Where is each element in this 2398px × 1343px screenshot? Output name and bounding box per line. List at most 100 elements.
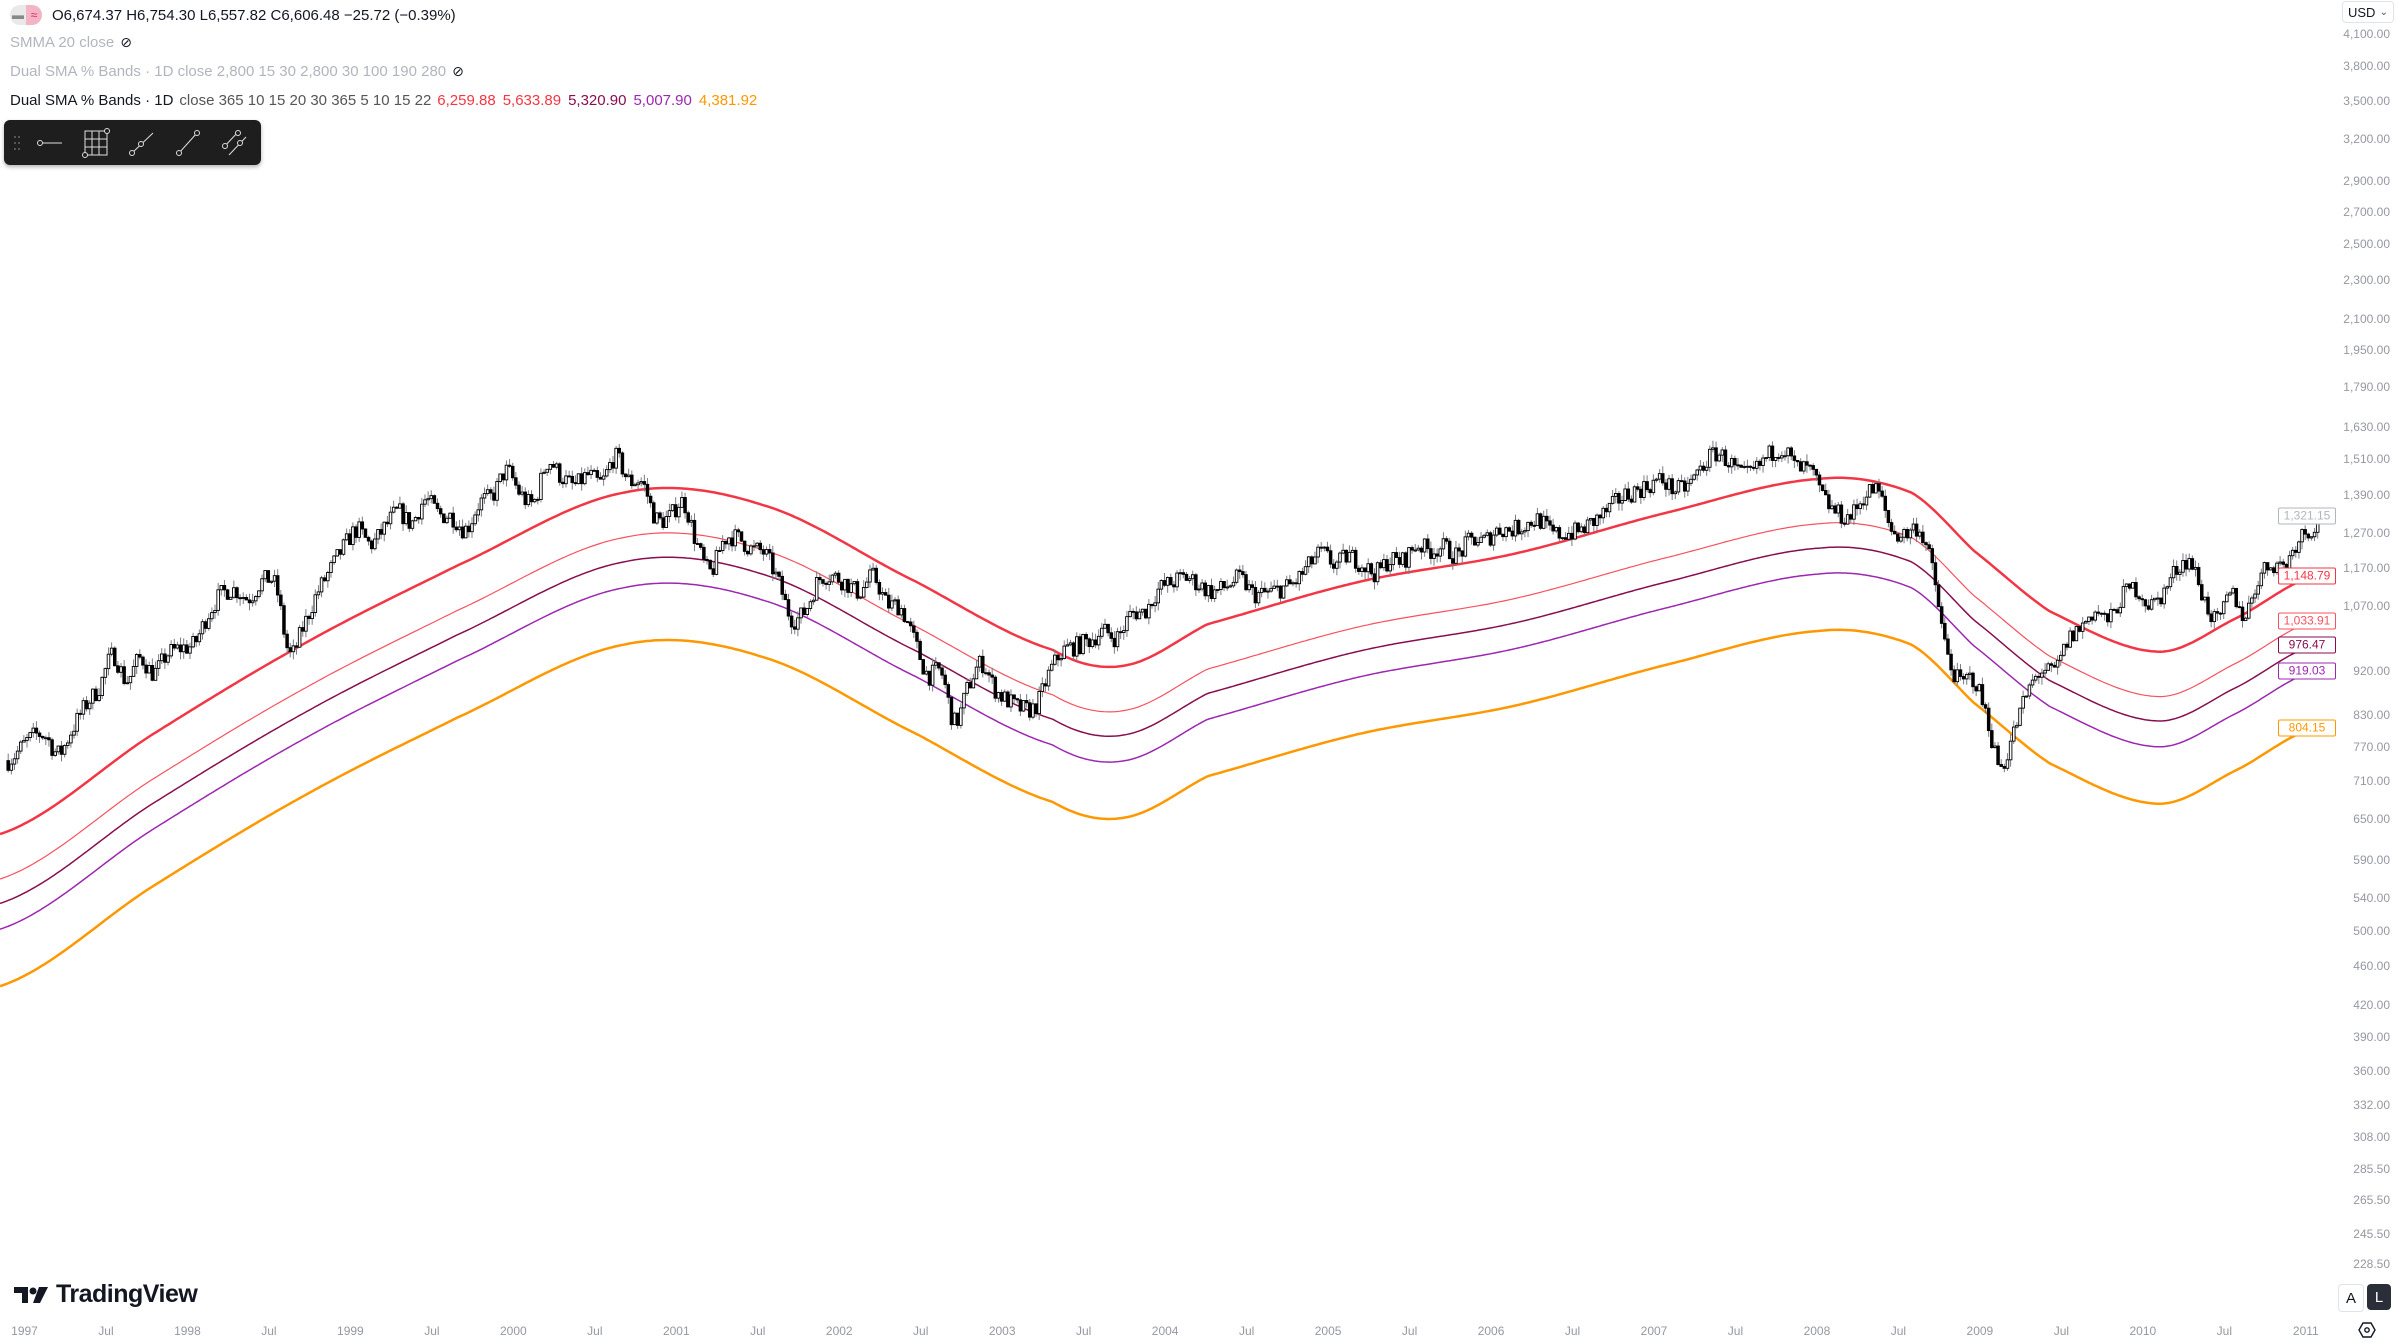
candle-body	[1761, 457, 1765, 466]
candle-body	[2265, 562, 2270, 571]
candle-body	[1432, 553, 1436, 559]
drag-handle-icon[interactable]	[10, 123, 24, 163]
candle-body	[1977, 684, 1982, 692]
fib-grid-icon[interactable]	[76, 123, 116, 163]
candle-body	[185, 644, 189, 654]
candle-body	[999, 692, 1004, 702]
symbol-toggle[interactable]: ▬ ≈	[10, 5, 42, 25]
candle-body	[1610, 495, 1615, 504]
candle-body	[1510, 530, 1515, 537]
candle-body	[2156, 597, 2160, 600]
time-axis-label: Jul	[1727, 1324, 1744, 1338]
eye-crossed-icon[interactable]: ⊘	[452, 63, 464, 79]
candle-body	[172, 644, 177, 649]
candle-body	[1889, 522, 1894, 532]
candle-body	[257, 590, 261, 598]
candle-body	[228, 596, 233, 600]
candle-body	[301, 627, 305, 632]
band-line-4	[0, 628, 2314, 988]
candle-body	[1012, 694, 1016, 700]
band-line-3	[0, 572, 2314, 930]
time-axis-label: 1999	[337, 1324, 364, 1338]
price-tag: 919.03	[2278, 662, 2336, 680]
candle-body	[2052, 664, 2057, 668]
candle-body	[840, 581, 844, 591]
indicator-hidden-bands[interactable]: Dual SMA % Bands · 1D close 2,800 15 30 …	[10, 63, 464, 80]
candle-body	[1902, 529, 1906, 538]
price-chart[interactable]	[0, 0, 2335, 1310]
candle-body	[598, 476, 603, 480]
candle-body	[1570, 532, 1574, 540]
candle-body	[777, 571, 781, 577]
candle-body	[1284, 579, 1289, 587]
line-icon[interactable]	[168, 123, 208, 163]
candle-body	[893, 599, 897, 602]
drawing-toolbar	[4, 120, 261, 165]
candle-body	[1175, 572, 1179, 588]
candle-body	[1996, 745, 2000, 765]
candle-body	[921, 659, 925, 675]
candle-body	[128, 675, 133, 684]
candle-body	[883, 592, 888, 596]
candle-body	[1946, 638, 1950, 655]
candle-body	[536, 498, 540, 501]
candle-body	[2237, 606, 2242, 609]
candle-body	[382, 521, 386, 535]
price-axis-label: 332.00	[2353, 1098, 2390, 1113]
candle-body	[686, 512, 690, 523]
candle-body	[2049, 663, 2054, 666]
eye-crossed-icon[interactable]: ⊘	[120, 34, 132, 50]
price-tag: 1,321.15	[2278, 507, 2336, 525]
candle-body	[962, 692, 966, 709]
candle-body	[410, 520, 415, 529]
candle-body	[1447, 540, 1452, 560]
candle-body	[2090, 616, 2094, 621]
candle-body	[1482, 534, 1486, 538]
indicator-smma[interactable]: SMMA 20 close ⊘	[10, 34, 132, 51]
candle-body	[630, 474, 634, 487]
candle-body	[470, 523, 474, 533]
candle-body	[990, 674, 994, 678]
parallel-channel-icon[interactable]	[214, 123, 254, 163]
candle-body	[1635, 486, 1640, 490]
candle-body	[2303, 529, 2307, 535]
time-axis-label: 2001	[662, 1324, 690, 1338]
candle-body	[1651, 479, 1656, 494]
currency-dropdown[interactable]: USD ⌄	[2342, 1, 2394, 23]
candle-body	[401, 503, 405, 525]
settings-icon[interactable]	[2358, 1322, 2376, 1343]
candle-body	[1886, 509, 1891, 524]
candle-body	[651, 502, 656, 524]
auto-scale-button[interactable]: A	[2338, 1284, 2364, 1312]
horizontal-ray-icon[interactable]	[30, 123, 70, 163]
collapse-icon[interactable]: ▬	[10, 5, 26, 25]
candle-body	[623, 473, 628, 478]
candle-body	[2306, 533, 2311, 539]
tradingview-logo[interactable]: TradingView	[14, 1280, 198, 1309]
candle-body	[1764, 457, 1768, 460]
candle-body	[1714, 447, 1718, 462]
candle-body	[1125, 616, 1129, 632]
candle-body	[238, 597, 242, 600]
candle-body	[442, 513, 446, 524]
candle-body	[698, 543, 703, 548]
trend-line-icon[interactable]	[122, 123, 162, 163]
candle-body	[181, 644, 186, 653]
candle-body	[335, 549, 339, 557]
approx-icon[interactable]: ≈	[26, 5, 42, 25]
candle-body	[94, 688, 98, 701]
candle-body	[664, 516, 669, 528]
log-scale-button[interactable]: L	[2367, 1284, 2391, 1310]
candle-body	[1657, 473, 1662, 480]
candle-body	[510, 465, 515, 479]
candle-body	[846, 578, 850, 593]
indicator-bands[interactable]: Dual SMA % Bands · 1D close 365 10 15 20…	[10, 92, 757, 109]
candle-body	[1905, 529, 1909, 539]
candle-body	[564, 475, 568, 485]
candle-body	[313, 594, 318, 614]
candle-body	[1103, 623, 1107, 629]
candle-body	[416, 517, 421, 520]
candle-body	[103, 668, 108, 678]
candle-body	[28, 732, 32, 738]
candle-body	[2178, 571, 2182, 575]
